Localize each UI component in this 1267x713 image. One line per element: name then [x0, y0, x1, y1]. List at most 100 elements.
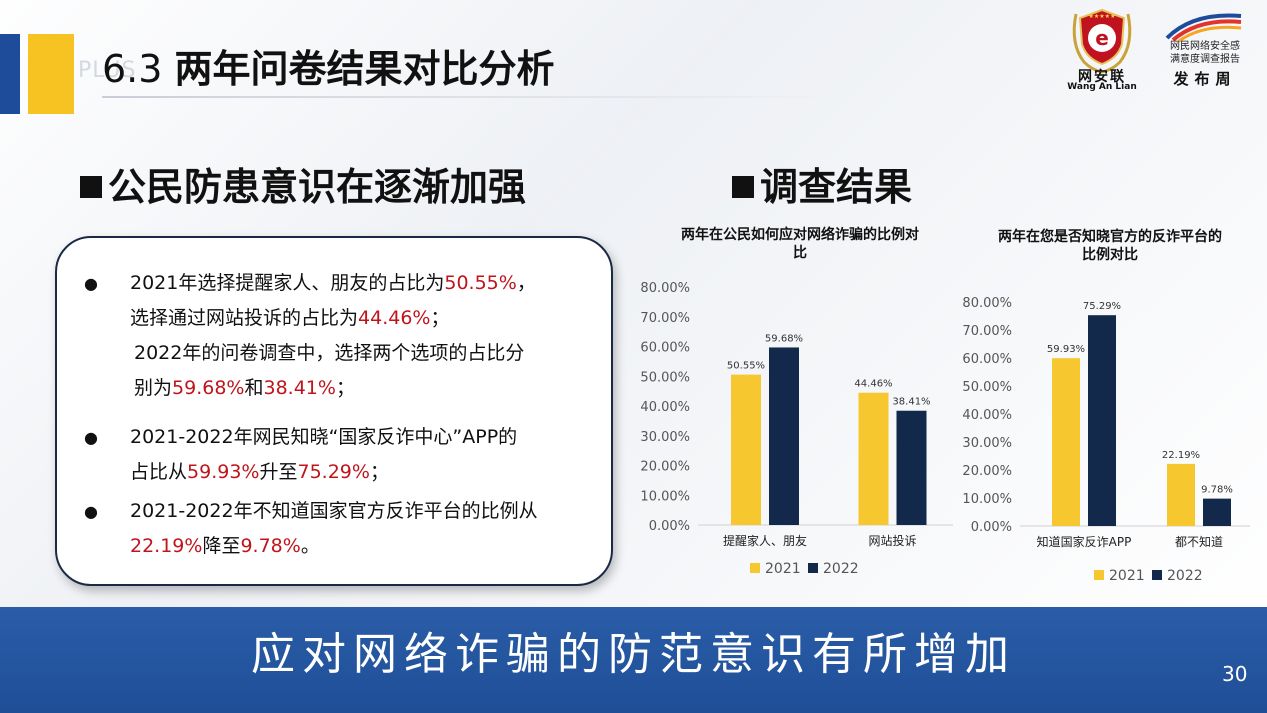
header-accent-blue: [0, 34, 20, 114]
y-tick-label: 0.00%: [971, 520, 1012, 535]
chart-1: 0.00% 10.00% 20.00% 30.00% 40.00% 50.00% 60.00…: [640, 281, 953, 577]
chart-2-title-line2: 比例对比: [1082, 247, 1138, 263]
bullet-1-line-4: 别为59.68%和38.41%；: [134, 371, 536, 406]
text-run: ；: [369, 461, 389, 483]
x-tick-label: 都不知道: [1175, 535, 1223, 549]
highlight-value: 22.19%: [130, 535, 203, 557]
text-run: 升至: [259, 461, 298, 483]
y-tick-label: 60.00%: [962, 352, 1012, 367]
section-title: 两年问卷结果对比分析: [174, 47, 555, 91]
left-heading: 公民防患意识在逐渐加强: [80, 156, 526, 211]
legend-swatch-2022: [1152, 570, 1162, 580]
publish-week-logo-text: 网民网络安全感 满意度调查报告: [1150, 40, 1260, 66]
highlight-value: 50.55%: [444, 272, 517, 294]
highlight-value: 44.46%: [358, 307, 431, 329]
y-tick-label: 50.00%: [962, 380, 1012, 395]
wanganlian-logo-name: 网安联: [1078, 69, 1126, 85]
y-tick-label: 40.00%: [962, 408, 1012, 423]
right-heading: 调查结果: [732, 156, 912, 211]
text-run: ，: [516, 272, 536, 294]
footer-bar: [0, 607, 1267, 713]
left-heading-text: 公民防患意识在逐渐加强: [108, 165, 527, 209]
bullet-2-line-1: 2021-2022年网民知晓“国家反诈中心”APP的: [130, 426, 518, 448]
chart-2-title: 两年在您是否知晓官方的反诈平台的 比例对比: [970, 228, 1250, 264]
text-run: ；: [430, 307, 450, 329]
chart-1-title-line2: 比: [793, 245, 807, 261]
highlight-value: 9.78%: [240, 535, 301, 557]
highlight-value: 75.29%: [297, 461, 370, 483]
section-number: 6.3: [102, 47, 163, 91]
text-run: 2021年选择提醒家人、朋友的占比为: [130, 272, 445, 294]
bullet-2-line-2: 占比从59.93%升至75.29%；: [130, 455, 517, 490]
publish-week-logo-big: 发布周: [1173, 70, 1237, 88]
y-tick-label: 20.00%: [640, 460, 690, 475]
y-tick-label: 80.00%: [640, 281, 690, 296]
title-divider: [102, 96, 842, 98]
text-run: 选择通过网站投诉的占比为: [130, 307, 359, 329]
bar-2021: [1052, 358, 1080, 526]
footer-text: 应对网络诈骗的防范意识有所增加: [251, 629, 1016, 680]
svg-text:e: e: [1095, 26, 1109, 50]
bar-2022: [896, 410, 927, 525]
svg-text:★★★★★: ★★★★★: [1089, 13, 1116, 20]
text-run: 。: [300, 535, 320, 557]
summary-box: [55, 236, 613, 586]
publish-week-logo-icon: [1165, 13, 1242, 42]
legend-label: 2022: [823, 561, 859, 577]
text-run: 别为: [134, 377, 173, 399]
data-label: 50.55%: [727, 361, 765, 372]
bullet-1-line-3: 2022年的问卷调查中，选择两个选项的占比分: [134, 342, 525, 364]
text-run: 降至: [202, 535, 241, 557]
legend-label: 2021: [1109, 568, 1145, 584]
data-label: 75.29%: [1083, 301, 1121, 312]
chart-1-title-line1: 两年在公民如何应对网络诈骗的比例对: [681, 227, 919, 243]
legend-label: 2022: [1167, 568, 1203, 584]
y-tick-label: 40.00%: [640, 400, 690, 415]
legend-swatch-2022: [808, 563, 818, 573]
legend-swatch-2021: [750, 563, 760, 573]
bullet-2: ● 2021-2022年网民知晓“国家反诈中心”APP的 占比从59.93%升至…: [84, 420, 518, 490]
bullet-1-line-2: 选择通过网站投诉的占比为44.46%；: [130, 301, 536, 336]
bar-2021: [1167, 463, 1195, 526]
y-tick-label: 30.00%: [962, 436, 1012, 451]
publish-week-logo-line1: 网民网络安全感: [1170, 41, 1240, 52]
y-tick-label: 30.00%: [640, 430, 690, 445]
y-tick-label: 10.00%: [640, 489, 690, 504]
wanganlian-logo-sub: Wang An Lian: [1067, 82, 1137, 92]
bullet-1-line-1: 2021年选择提醒家人、朋友的占比为50.55%，: [130, 266, 536, 301]
y-tick-label: 60.00%: [640, 341, 690, 356]
legend-swatch-2021: [1094, 570, 1104, 580]
bar-2022: [1203, 498, 1231, 526]
bullet-dot-icon: ●: [84, 274, 98, 293]
chart-2-title-line1: 两年在您是否知晓官方的反诈平台的: [998, 229, 1222, 245]
chart-2: 0.00% 10.00% 20.00% 30.00% 40.00% 50.00% 60.00…: [962, 296, 1250, 584]
header-accent-yellow: [28, 34, 74, 114]
bar-2021: [731, 374, 761, 525]
heading-square-icon: [80, 176, 102, 198]
y-tick-label: 50.00%: [640, 370, 690, 385]
data-label: 9.78%: [1201, 485, 1233, 496]
data-label: 59.68%: [765, 333, 803, 344]
highlight-value: 59.93%: [187, 461, 260, 483]
bullet-dot-icon: ●: [84, 502, 98, 521]
y-tick-label: 10.00%: [962, 492, 1012, 507]
bullet-1: ● 2021年选择提醒家人、朋友的占比为50.55%， 选择通过网站投诉的占比为…: [84, 266, 536, 406]
highlight-value: 59.68%: [172, 377, 245, 399]
text-run: ；: [335, 377, 355, 399]
y-tick-label: 70.00%: [640, 311, 690, 326]
bar-2021: [858, 392, 889, 525]
data-label: 44.46%: [854, 379, 892, 390]
data-label: 59.93%: [1047, 344, 1085, 355]
bullet-3-line-1: 2021-2022年不知道国家官方反诈平台的比例从: [130, 500, 538, 522]
publish-week-logo-line2: 满意度调查报告: [1170, 54, 1240, 65]
y-tick-label: 20.00%: [962, 464, 1012, 479]
data-label: 22.19%: [1162, 450, 1200, 461]
heading-square-icon: [732, 176, 754, 198]
x-tick-label: 知道国家反诈APP: [1037, 534, 1132, 549]
y-tick-label: 70.00%: [962, 324, 1012, 339]
y-tick-label: 80.00%: [962, 296, 1012, 311]
bullet-dot-icon: ●: [84, 428, 98, 447]
wanganlian-logo-icon: e ★★★★★: [1072, 8, 1132, 74]
text-run: 和: [244, 377, 264, 399]
y-tick-label: 0.00%: [649, 519, 690, 534]
